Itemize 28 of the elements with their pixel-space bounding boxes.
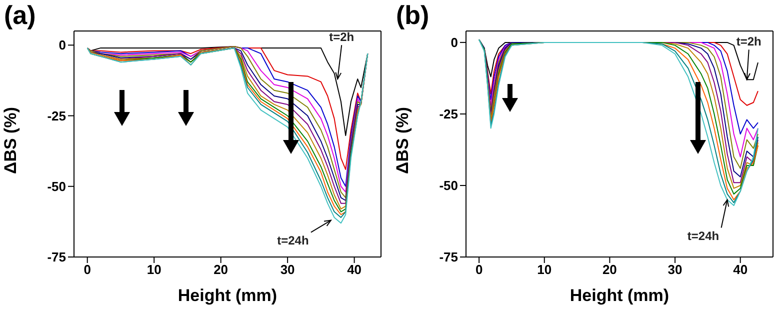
annotation: t=24h <box>277 233 309 248</box>
x-tick-label: 20 <box>602 262 617 278</box>
x-tick-label: 30 <box>280 262 295 278</box>
x-tick-label: 0 <box>475 262 483 278</box>
x-tick-label: 10 <box>537 262 552 278</box>
x-axis-title: Height (mm) <box>178 286 278 305</box>
x-tick-label: 20 <box>214 262 228 278</box>
y-tick-label: -50 <box>47 178 66 194</box>
y-tick-label: -75 <box>47 250 66 265</box>
annotation: t=2h <box>329 30 354 44</box>
y-tick-label: 0 <box>58 38 66 53</box>
y-axis-title: ΔBS (%) <box>393 107 412 174</box>
x-tick-label: 0 <box>84 262 91 278</box>
chart-title: (b) <box>396 0 430 31</box>
y-tick-label: 0 <box>450 35 458 50</box>
y-tick-label: -75 <box>439 250 458 265</box>
y-axis-title: ΔBS (%) <box>1 107 20 174</box>
annotation: t=24h <box>687 228 720 243</box>
x-tick-label: 40 <box>733 262 748 278</box>
x-axis-title: Height (mm) <box>570 286 670 305</box>
chart-title: (a) <box>4 0 36 31</box>
annotation: t=2h <box>736 34 762 49</box>
y-tick-label: -25 <box>439 106 458 122</box>
x-tick-label: 30 <box>668 262 682 278</box>
y-tick-label: -25 <box>47 108 66 124</box>
y-tick-label: -50 <box>439 178 458 194</box>
x-tick-label: 40 <box>347 262 362 278</box>
x-tick-label: 10 <box>146 262 162 278</box>
